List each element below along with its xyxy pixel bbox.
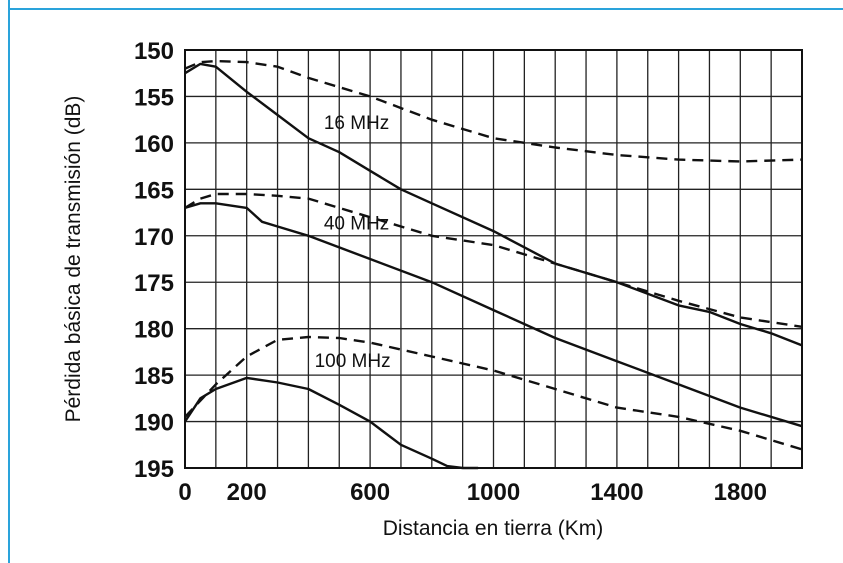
series-label: 16 MHz xyxy=(324,113,389,134)
x-tick-label: 200 xyxy=(227,479,267,506)
y-tick-label: 155 xyxy=(134,84,174,111)
y-tick-label: 190 xyxy=(134,410,174,437)
x-tick-label: 1400 xyxy=(590,479,643,506)
x-tick-label: 0 xyxy=(178,479,191,506)
grid-lines xyxy=(185,50,802,468)
x-tick-label: 600 xyxy=(350,479,390,506)
x-tick-label: 1800 xyxy=(714,479,767,506)
series-label: 100 MHz xyxy=(315,351,391,372)
x-tick-label: 1000 xyxy=(467,479,520,506)
y-axis-label: Pérdida básica de transmisión (dB) xyxy=(62,96,85,423)
series-label: 40 MHz xyxy=(324,213,389,234)
y-tick-label: 165 xyxy=(134,177,174,204)
y-tick-labels: 150 155 160 165 170 175 180 185 190 195 xyxy=(134,38,174,483)
y-tick-label: 185 xyxy=(134,363,174,390)
y-tick-label: 195 xyxy=(134,456,174,483)
y-tick-label: 175 xyxy=(134,270,174,297)
series-line-100-mhz-solid xyxy=(185,378,478,468)
y-tick-label: 170 xyxy=(134,224,174,251)
y-tick-label: 180 xyxy=(134,317,174,344)
x-tick-labels: 0 200 600 1000 1400 1800 xyxy=(178,479,767,506)
y-tick-label: 160 xyxy=(134,131,174,158)
y-tick-label: 150 xyxy=(134,38,174,65)
x-axis-label: Distancia en tierra (Km) xyxy=(383,517,604,540)
